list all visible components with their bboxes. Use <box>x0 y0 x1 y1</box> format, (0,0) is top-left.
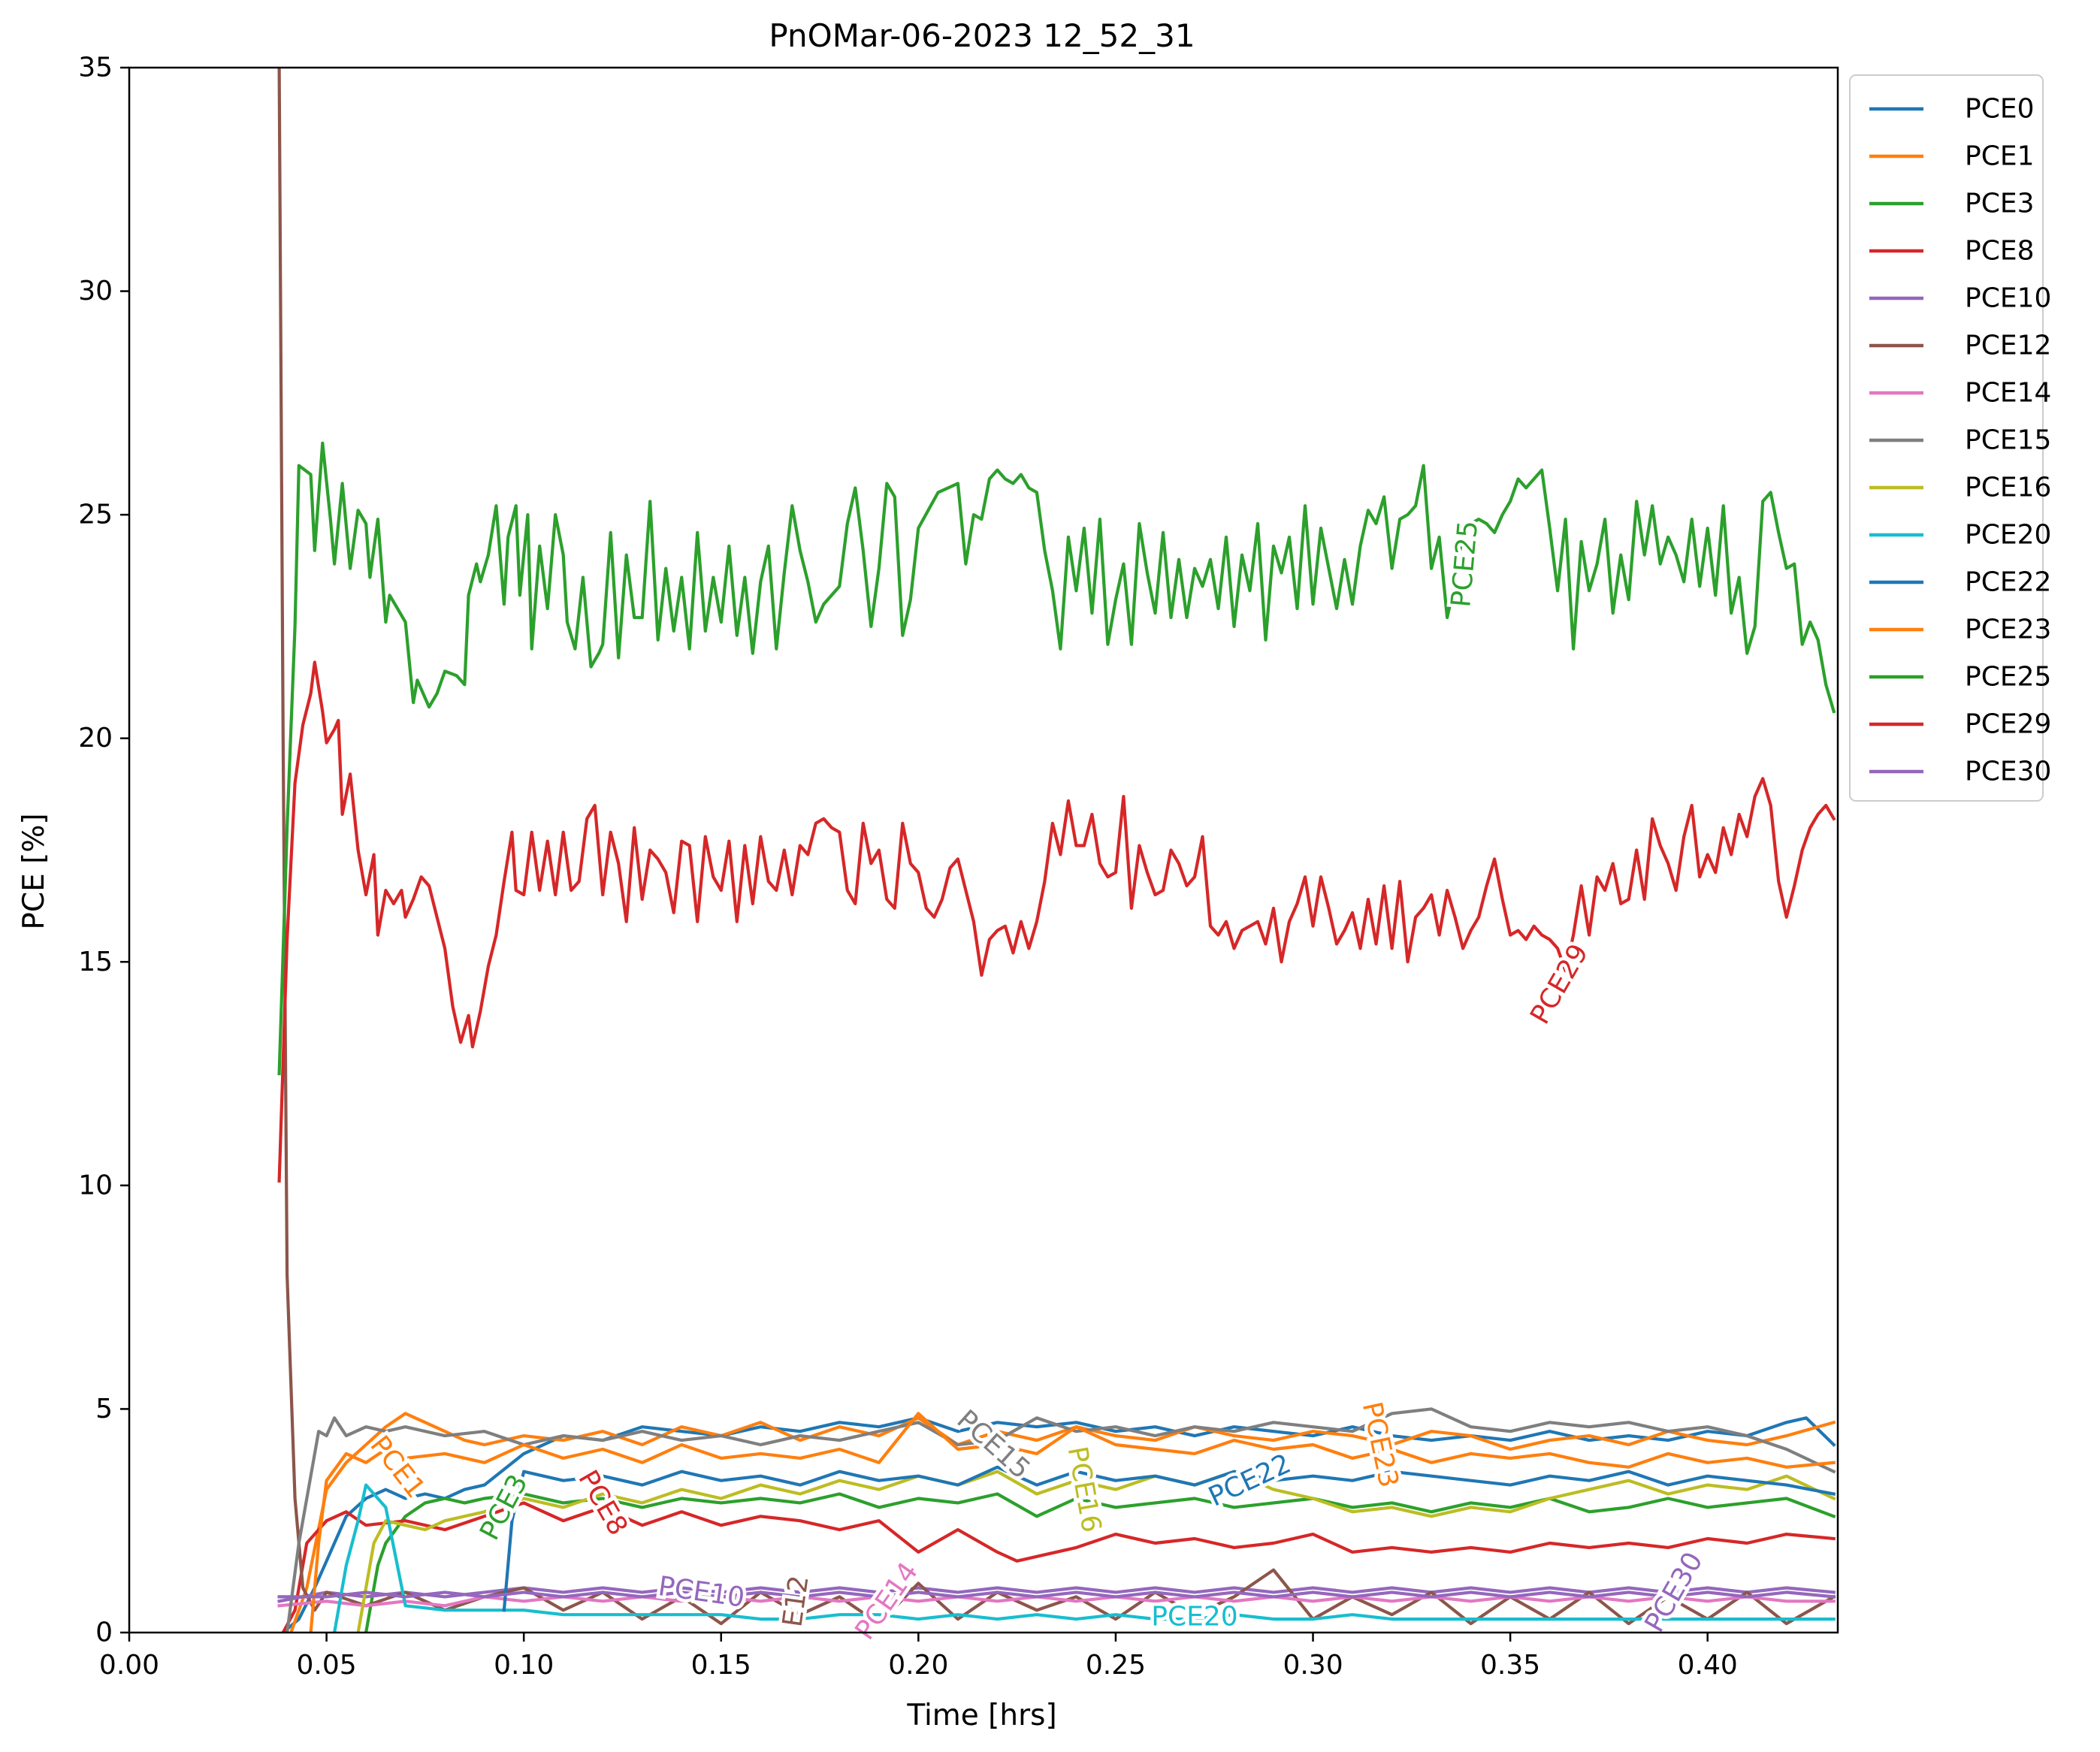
y-tick-label: 35 <box>78 53 113 83</box>
x-tick-label: 0.35 <box>1480 1650 1540 1681</box>
series-line-pce30 <box>277 1590 1836 1599</box>
y-axis-ticks: 0 5 10 15 20 25 30 35 <box>78 53 129 1648</box>
y-tick-label: 30 <box>78 276 113 307</box>
x-tick-label: 0.00 <box>99 1650 159 1681</box>
legend-label-pce8: PCE8 <box>1965 236 2035 267</box>
legend: PCE0 PCE1 PCE3 PCE8 PCE10 PCE12 PCE14 PCE15 PCE1… <box>1849 74 2051 802</box>
series-layer <box>277 68 1836 1633</box>
y-tick-label: 20 <box>78 723 113 754</box>
x-axis-ticks: 0.00 0.05 0.10 0.15 0.20 0.25 0.30 0.35 0.40 <box>99 1633 1738 1681</box>
legend-label-pce30: PCE30 <box>1965 757 2051 787</box>
y-tick-label: 25 <box>78 500 113 530</box>
y-tick-label: 5 <box>95 1394 113 1424</box>
x-tick-label: 0.30 <box>1283 1650 1343 1681</box>
series-line-pce20 <box>332 1483 1836 1633</box>
x-tick-label: 0.20 <box>888 1650 948 1681</box>
y-tick-label: 15 <box>78 947 113 977</box>
legend-items: PCE0 PCE1 PCE3 PCE8 PCE10 PCE12 PCE14 PCE15 PCE1… <box>1869 94 2051 787</box>
series-line-pce8 <box>281 1501 1836 1633</box>
x-tick-label: 0.25 <box>1086 1650 1146 1681</box>
legend-label-pce16: PCE16 <box>1965 473 2051 503</box>
series-line-pce29 <box>277 660 1836 1183</box>
legend-label-pce29: PCE29 <box>1965 709 2051 740</box>
x-tick-label: 0.05 <box>297 1650 357 1681</box>
series-line-pce14 <box>277 1595 1836 1608</box>
legend-label-pce12: PCE12 <box>1965 331 2051 361</box>
series-line-pce12 <box>277 68 1836 1626</box>
legend-label-pce14: PCE14 <box>1965 378 2051 409</box>
x-tick-label: 0.10 <box>494 1650 554 1681</box>
legend-label-pce1: PCE1 <box>1965 141 2035 172</box>
plot-frame <box>128 66 1839 1634</box>
legend-label-pce3: PCE3 <box>1965 189 2035 219</box>
legend-label-pce22: PCE22 <box>1965 567 2051 598</box>
x-axis-label: Time [hrs] <box>906 1699 1056 1732</box>
legend-label-pce23: PCE23 <box>1965 615 2051 645</box>
series-line-pce25 <box>277 441 1836 1076</box>
x-tick-label: 0.15 <box>691 1650 751 1681</box>
legend-label-pce20: PCE20 <box>1965 520 2051 551</box>
series-line-pce3 <box>364 1492 1836 1633</box>
y-tick-label: 10 <box>78 1170 113 1201</box>
legend-label-pce15: PCE15 <box>1965 425 2051 456</box>
legend-label-pce10: PCE10 <box>1965 283 2051 314</box>
series-line-pce16 <box>356 1470 1836 1633</box>
series-line-pce10 <box>277 1586 1836 1603</box>
legend-label-pce0: PCE0 <box>1965 94 2035 125</box>
x-tick-label: 0.40 <box>1678 1650 1738 1681</box>
legend-frame <box>1849 74 2044 802</box>
inline-label-pce20: PCE20 <box>1151 1602 1237 1633</box>
series-line-pce0 <box>280 1416 1836 1633</box>
chart-title: PnOMar-06-2023 12_52_31 <box>769 17 1195 54</box>
series-line-pce23 <box>309 1412 1836 1633</box>
y-axis-label: PCE [%] <box>17 813 51 929</box>
y-tick-label: 0 <box>95 1618 113 1648</box>
series-line-pce15 <box>285 1407 1836 1633</box>
series-line-pce22 <box>502 1465 1836 1612</box>
legend-label-pce25: PCE25 <box>1965 662 2051 693</box>
